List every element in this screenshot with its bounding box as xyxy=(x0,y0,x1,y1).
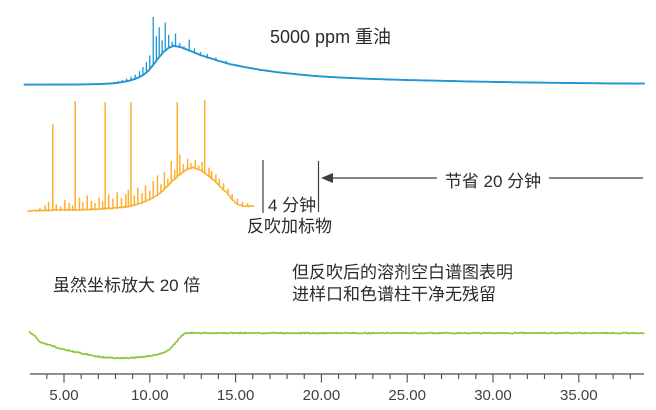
heavy-oil-trace-label: 5000 ppm 重油 xyxy=(270,27,392,47)
x-axis-tick-label: 25.00 xyxy=(388,387,426,404)
four-minutes-label: 4 分钟 xyxy=(268,196,317,215)
x-axis-tick-label: 20.00 xyxy=(303,387,341,404)
trace-series-2 xyxy=(28,330,645,360)
backflush-standard-label: 反吹加标物 xyxy=(247,217,332,236)
zoom-note-label: 虽然坐标放大 20 倍 xyxy=(53,276,201,295)
trace-series-1 xyxy=(27,166,255,212)
save-time-label: 节省 20 分钟 xyxy=(444,172,542,191)
blank-note-line-1: 但反吹后的溶剂空白谱图表明 xyxy=(292,263,513,282)
x-axis-tick-label: 10.00 xyxy=(131,387,169,404)
x-axis-tick-label: 35.00 xyxy=(560,387,598,404)
trace-series-0 xyxy=(23,44,645,86)
blank-note-line-2: 进样口和色谱柱干净无残留 xyxy=(292,285,496,304)
x-axis-tick-label: 30.00 xyxy=(474,387,512,404)
left-arrowhead-icon xyxy=(321,173,333,183)
x-axis-tick-label: 15.00 xyxy=(217,387,255,404)
blank-note-label: 但反吹后的溶剂空白谱图表明 进样口和色谱柱干净无残留 xyxy=(292,262,513,306)
x-axis-tick-label: 5.00 xyxy=(49,387,78,404)
